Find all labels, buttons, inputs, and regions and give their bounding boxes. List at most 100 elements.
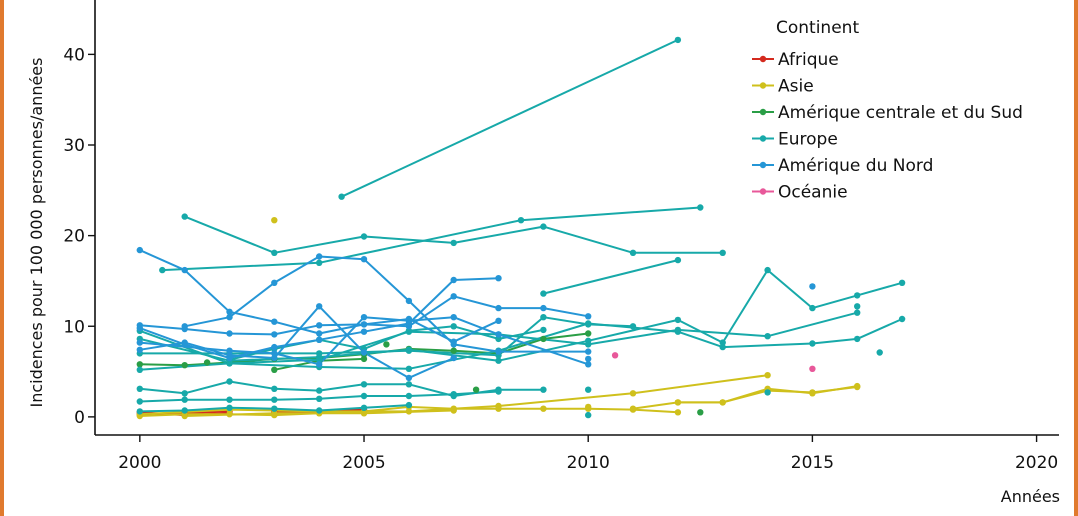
data-point-3-1-5 bbox=[629, 249, 637, 256]
y-tick-label-0: 0 bbox=[74, 408, 85, 428]
data-point-4-4-7 bbox=[450, 276, 457, 284]
data-point-3-9-1 bbox=[181, 396, 188, 403]
data-point-3-10-3 bbox=[271, 405, 278, 412]
data-point-1-0-12 bbox=[674, 409, 682, 416]
data-point-4-5-4 bbox=[360, 314, 368, 321]
data-point-4-1-7 bbox=[495, 348, 502, 355]
data-point-4-2-4 bbox=[316, 322, 323, 329]
data-point-2-single-2 bbox=[203, 359, 211, 366]
data-point-3-single-0 bbox=[585, 411, 592, 419]
x-tick-label-2005: 2005 bbox=[342, 453, 385, 473]
y-tick-label-20: 20 bbox=[63, 227, 85, 247]
data-point-4-4-2 bbox=[226, 354, 233, 362]
data-point-3-6-2 bbox=[316, 356, 323, 363]
chart-svg: 0 10 20 30 40 2000 2005 2010 2015 2020 Incidences… bbox=[27, 0, 1060, 506]
legend-entry-4: Amérique du Nord bbox=[778, 156, 933, 176]
data-point-3-3-0 bbox=[540, 290, 547, 297]
data-point-4-4-4 bbox=[316, 336, 323, 343]
data-point-4-2-7 bbox=[450, 338, 457, 345]
data-point-4-1-2 bbox=[271, 279, 278, 286]
data-point-4-1-5 bbox=[405, 297, 413, 305]
data-point-3-2-1 bbox=[316, 259, 323, 266]
y-tick-label-10: 10 bbox=[63, 317, 85, 337]
data-point-4-0-0 bbox=[136, 246, 143, 254]
data-point-4-3-7 bbox=[450, 354, 457, 362]
data-point-4-2-8 bbox=[495, 317, 502, 324]
data-point-3-9-2 bbox=[226, 396, 233, 403]
legend-swatch-dot-3 bbox=[759, 135, 767, 142]
data-point-3-7-5 bbox=[540, 314, 547, 321]
data-point-3-5-11 bbox=[898, 279, 906, 286]
legend-title: Continent bbox=[776, 18, 859, 38]
data-point-3-10-1 bbox=[181, 407, 188, 414]
data-point-3-7-6 bbox=[585, 321, 592, 328]
data-point-4-1-4 bbox=[360, 256, 368, 263]
legend-entry-2: Amérique centrale et du Sud bbox=[778, 103, 1023, 123]
series-line-3-8 bbox=[139, 380, 544, 397]
data-point-3-0-0 bbox=[338, 193, 345, 200]
data-point-4-5-8 bbox=[585, 361, 592, 368]
data-point-1-2-0 bbox=[629, 405, 637, 412]
data-point-3-9-5 bbox=[360, 392, 368, 400]
legend-entry-5: Océanie bbox=[778, 183, 848, 203]
legend-swatch-dot-2 bbox=[759, 108, 767, 116]
data-point-4-2-5 bbox=[360, 321, 368, 328]
series-line-3-2 bbox=[162, 206, 701, 272]
data-point-4-2-3 bbox=[271, 331, 278, 338]
data-point-3-8-6 bbox=[405, 381, 413, 388]
data-point-1-3-4 bbox=[854, 383, 861, 391]
y-tick-label-40: 40 bbox=[63, 45, 85, 65]
data-point-2-0-10 bbox=[585, 330, 592, 337]
data-point-3-8-5 bbox=[360, 381, 368, 388]
data-point-3-9-0 bbox=[136, 398, 143, 405]
x-tick-label-2010: 2010 bbox=[567, 453, 610, 473]
data-point-2-single-1 bbox=[697, 409, 704, 416]
data-point-2-single-3 bbox=[383, 341, 390, 348]
legend-swatch-dot-1 bbox=[759, 82, 767, 89]
data-point-2-1-2 bbox=[360, 355, 368, 363]
data-point-1-1-6 bbox=[764, 372, 771, 379]
data-point-4-single-0 bbox=[809, 283, 816, 290]
data-point-3-single-3 bbox=[854, 303, 861, 310]
data-point-2-0-0 bbox=[136, 361, 143, 368]
data-point-3-10-2 bbox=[226, 404, 233, 411]
series-line-3-3 bbox=[543, 259, 679, 295]
data-point-3-4-10 bbox=[898, 315, 906, 323]
data-point-3-11-7 bbox=[540, 326, 547, 334]
data-point-3-6-8 bbox=[854, 309, 861, 316]
data-point-4-0-10 bbox=[585, 313, 592, 320]
data-point-3-8-3 bbox=[271, 385, 278, 392]
data-point-4-4-8 bbox=[495, 275, 502, 282]
data-point-4-5-5 bbox=[405, 317, 413, 324]
data-point-2-single-0 bbox=[472, 386, 480, 393]
data-point-3-9-3 bbox=[271, 396, 278, 403]
data-point-3-9-4 bbox=[316, 395, 323, 402]
data-point-4-0-8 bbox=[495, 304, 502, 312]
data-point-4-5-0 bbox=[136, 339, 143, 346]
data-point-3-2-2 bbox=[517, 217, 525, 224]
data-point-3-1-1 bbox=[271, 249, 278, 256]
data-point-3-8-9 bbox=[540, 386, 547, 393]
data-point-3-1-3 bbox=[450, 239, 457, 247]
data-point-3-7-7 bbox=[629, 323, 637, 330]
data-point-3-10-4 bbox=[316, 407, 323, 414]
data-point-2-1-0 bbox=[271, 366, 278, 373]
series-line-3-5 bbox=[139, 269, 903, 362]
data-point-2-0-7 bbox=[450, 347, 457, 354]
data-point-4-0-3 bbox=[271, 318, 278, 325]
data-point-3-6-0 bbox=[136, 366, 143, 373]
data-point-3-2-0 bbox=[159, 266, 166, 274]
data-point-1-single-1 bbox=[585, 403, 592, 411]
axes: 0 10 20 30 40 2000 2005 2010 2015 2020 bbox=[63, 0, 1059, 473]
data-point-3-6-7 bbox=[764, 333, 771, 340]
data-point-5-single-1 bbox=[809, 365, 816, 372]
data-point-4-4-1 bbox=[181, 341, 188, 348]
legend-swatch-dot-4 bbox=[759, 161, 767, 169]
data-point-3-9-6 bbox=[405, 392, 413, 400]
data-point-3-4-9 bbox=[854, 335, 861, 343]
data-point-4-4-5 bbox=[360, 328, 368, 335]
data-point-3-5-8 bbox=[764, 266, 771, 274]
data-point-2-0-9 bbox=[540, 335, 547, 343]
data-point-3-3-1 bbox=[674, 256, 682, 264]
data-point-1-3-3 bbox=[809, 389, 816, 396]
